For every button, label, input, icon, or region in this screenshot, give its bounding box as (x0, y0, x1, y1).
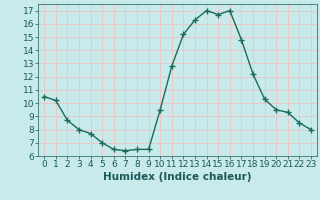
X-axis label: Humidex (Indice chaleur): Humidex (Indice chaleur) (103, 172, 252, 182)
